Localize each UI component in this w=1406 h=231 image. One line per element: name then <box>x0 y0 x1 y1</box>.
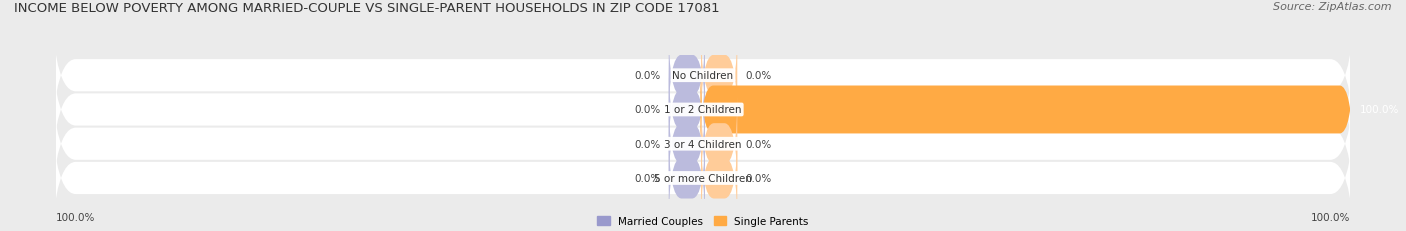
Text: 0.0%: 0.0% <box>634 105 661 115</box>
FancyBboxPatch shape <box>669 131 704 226</box>
Text: Source: ZipAtlas.com: Source: ZipAtlas.com <box>1274 2 1392 12</box>
Text: 0.0%: 0.0% <box>745 173 772 183</box>
Text: 1 or 2 Children: 1 or 2 Children <box>664 105 742 115</box>
FancyBboxPatch shape <box>49 0 1357 230</box>
Text: 0.0%: 0.0% <box>634 71 661 81</box>
Legend: Married Couples, Single Parents: Married Couples, Single Parents <box>598 216 808 226</box>
Text: 100.0%: 100.0% <box>56 212 96 222</box>
Text: No Children: No Children <box>672 71 734 81</box>
FancyBboxPatch shape <box>49 58 1357 231</box>
Text: INCOME BELOW POVERTY AMONG MARRIED-COUPLE VS SINGLE-PARENT HOUSEHOLDS IN ZIP COD: INCOME BELOW POVERTY AMONG MARRIED-COUPL… <box>14 2 720 15</box>
FancyBboxPatch shape <box>702 28 737 124</box>
FancyBboxPatch shape <box>49 24 1357 231</box>
Text: 100.0%: 100.0% <box>1360 105 1399 115</box>
Text: 100.0%: 100.0% <box>1310 212 1350 222</box>
FancyBboxPatch shape <box>702 96 737 192</box>
FancyBboxPatch shape <box>669 96 704 192</box>
Text: 3 or 4 Children: 3 or 4 Children <box>664 139 742 149</box>
Text: 0.0%: 0.0% <box>634 139 661 149</box>
FancyBboxPatch shape <box>669 28 704 124</box>
FancyBboxPatch shape <box>702 131 737 226</box>
Text: 0.0%: 0.0% <box>634 173 661 183</box>
FancyBboxPatch shape <box>49 0 1357 196</box>
Text: 5 or more Children: 5 or more Children <box>654 173 752 183</box>
Text: 0.0%: 0.0% <box>745 139 772 149</box>
FancyBboxPatch shape <box>669 62 704 158</box>
FancyBboxPatch shape <box>700 66 1353 154</box>
Text: 0.0%: 0.0% <box>745 71 772 81</box>
